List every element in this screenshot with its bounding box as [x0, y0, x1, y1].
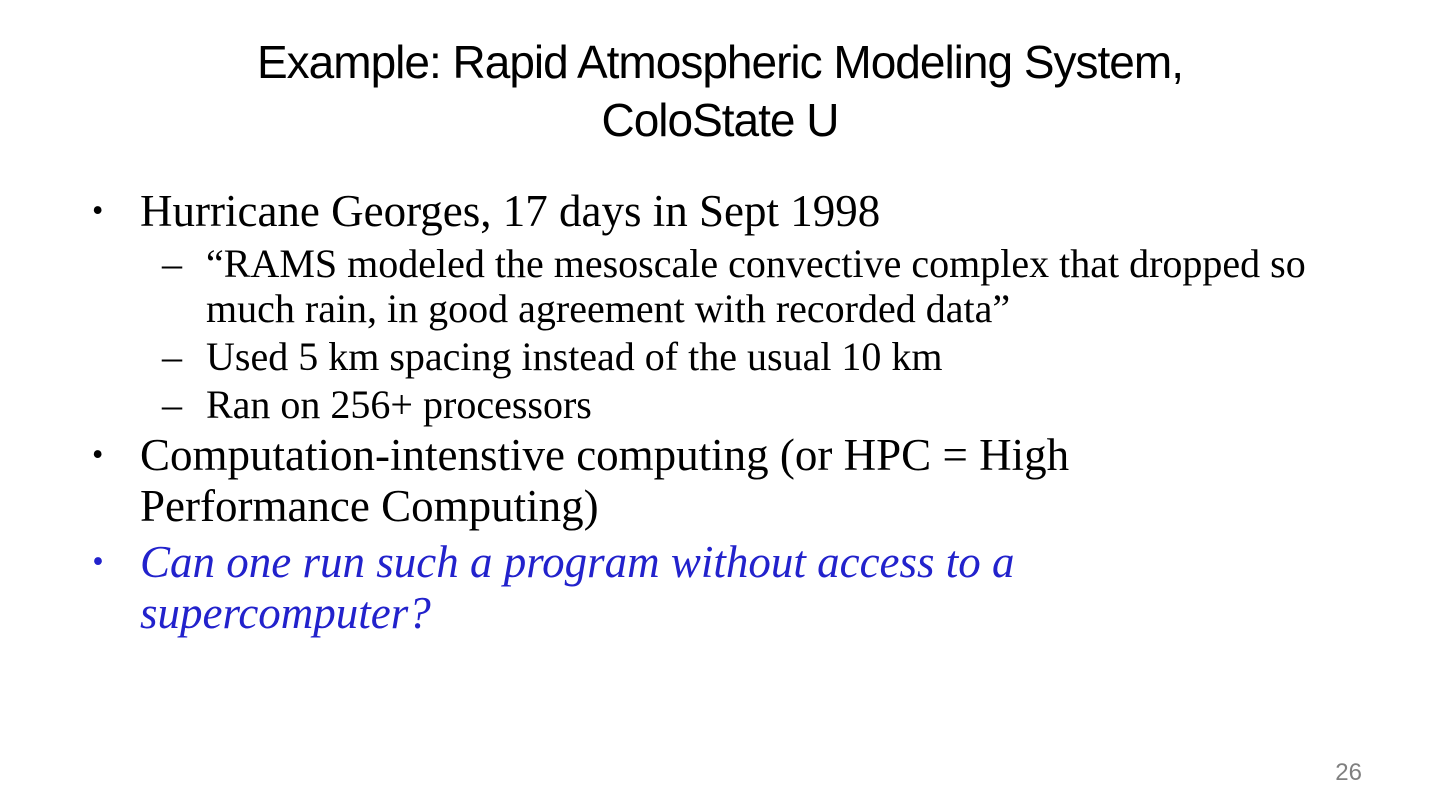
slide-title-line-2: ColoState U — [601, 93, 839, 146]
page-number: 26 — [1335, 759, 1362, 786]
sub-bullet-item: – Ran on 256+ processors — [162, 381, 1440, 428]
bullet-dot-icon: • — [92, 437, 104, 474]
dash-icon: – — [162, 241, 182, 287]
bullet-item-emphasis: • Can one run such a program without acc… — [92, 537, 1440, 638]
bullet-item: • Hurricane Georges, 17 days in Sept 199… — [92, 186, 1440, 236]
sub-bullet-item: – Used 5 km spacing instead of the usual… — [162, 333, 1440, 380]
sub-bullet-text: Ran on 256+ processors — [206, 381, 592, 427]
bullet-text: Hurricane Georges, 17 days in Sept 1998 — [140, 185, 881, 236]
bullet-text-emphasis: Can one run such a program without acces… — [140, 537, 1015, 638]
bullet-dot-icon: • — [92, 192, 104, 229]
bullet-item: • Computation-intenstive computing (or H… — [92, 430, 1440, 531]
slide-body: • Hurricane Georges, 17 days in Sept 199… — [0, 186, 1440, 638]
bullet-dot-icon: • — [92, 544, 104, 581]
sub-bullet-text: Used 5 km spacing instead of the usual 1… — [206, 333, 943, 379]
sub-bullet-item: – “RAMS modeled the mesoscale convective… — [162, 241, 1440, 332]
slide-title-line-1: Example: Rapid Atmospheric Modeling Syst… — [257, 36, 1184, 88]
sub-bullet-text: “RAMS modeled the mesoscale convective c… — [206, 241, 1306, 332]
slide-title: Example: Rapid Atmospheric Modeling Syst… — [0, 0, 1440, 150]
dash-icon: – — [162, 381, 182, 427]
bullet-text: Computation-intenstive computing (or HPC… — [140, 430, 1070, 531]
dash-icon: – — [162, 333, 182, 379]
